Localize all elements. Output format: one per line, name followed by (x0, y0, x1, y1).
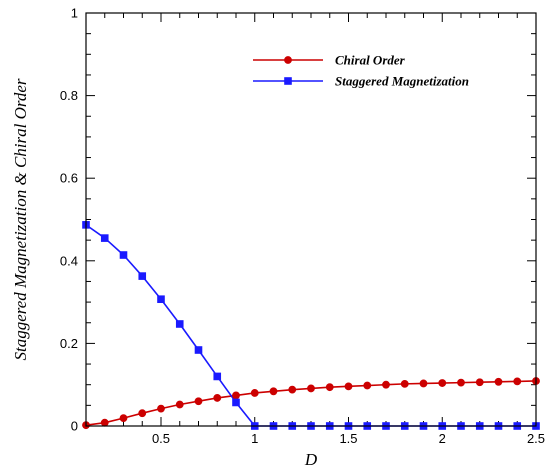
y-tick-label: 0.4 (60, 253, 78, 268)
chiral-order-point (288, 385, 297, 394)
staggered-magnetization-point (175, 320, 184, 328)
chiral-order-point (100, 418, 109, 427)
chiral-order-point (494, 377, 503, 386)
chiral-order-point (232, 391, 240, 400)
chiral-order-point (269, 387, 278, 396)
chiral-order-point (138, 409, 147, 418)
x-tick-label: 2.5 (527, 431, 545, 446)
staggered-magnetization-point (213, 372, 222, 381)
chiral-order-point (438, 379, 447, 387)
staggered-magnetization-point (194, 346, 203, 354)
y-tick-label: 0 (71, 419, 78, 434)
staggered-magnetization-point (119, 251, 128, 259)
tick-labels-layer: 0.5 1 1.5 2 2.5 0 0.2 0.4 0.6 0.8 1 (60, 6, 545, 447)
x-tick-label: 1 (251, 431, 258, 446)
y-tick-label: 0.2 (60, 336, 78, 351)
chiral-order-point (382, 380, 390, 389)
chiral-order-point (419, 379, 428, 388)
chiral-order-point (213, 394, 222, 402)
chiral-order-point (325, 383, 334, 392)
staggered-magnetization-point (138, 272, 147, 280)
chiral-order-point (119, 414, 128, 423)
y-tick-label: 1 (71, 6, 78, 21)
y-axis-title: Staggered Magnetization & Chiral Order (11, 78, 30, 360)
chiral-order-point (175, 400, 184, 409)
legend-staggered-magnetization-marker (284, 77, 292, 85)
chiral-order-point (194, 397, 203, 406)
axis-ticks-layer (85, 12, 537, 427)
x-axis-title: D (304, 450, 318, 469)
series-lines-layer (85, 224, 537, 427)
chiral-order-point (307, 384, 315, 393)
x-tick-label: 0.5 (152, 431, 170, 446)
x-tick-label: 1.5 (339, 431, 357, 446)
staggered-magnetization-point (100, 234, 109, 242)
chiral-order-point (400, 379, 409, 388)
chiral-order-point (363, 381, 372, 390)
staggered-magnetization-point (232, 398, 240, 407)
chiral-order-point (250, 389, 259, 397)
legend: Chiral Order Staggered Magnetization (253, 53, 469, 89)
legend-chiral-order-marker (284, 56, 292, 64)
staggered-magnetization-line (85, 224, 536, 427)
chiral-order-point (475, 378, 484, 387)
chiral-order-point (457, 378, 465, 387)
chiral-order-point (344, 382, 353, 391)
plot-frame (85, 12, 537, 427)
chiral-order-point (157, 404, 165, 413)
y-tick-label: 0.8 (60, 88, 78, 103)
staggered-magnetization-point (157, 295, 165, 304)
y-tick-label: 0.6 (60, 171, 78, 186)
legend-staggered-magnetization-label: Staggered Magnetization (335, 74, 469, 89)
legend-chiral-order-label: Chiral Order (335, 53, 406, 68)
x-tick-label: 2 (439, 431, 446, 446)
series-markers-layer (82, 221, 540, 430)
chiral-order-point (513, 377, 522, 386)
